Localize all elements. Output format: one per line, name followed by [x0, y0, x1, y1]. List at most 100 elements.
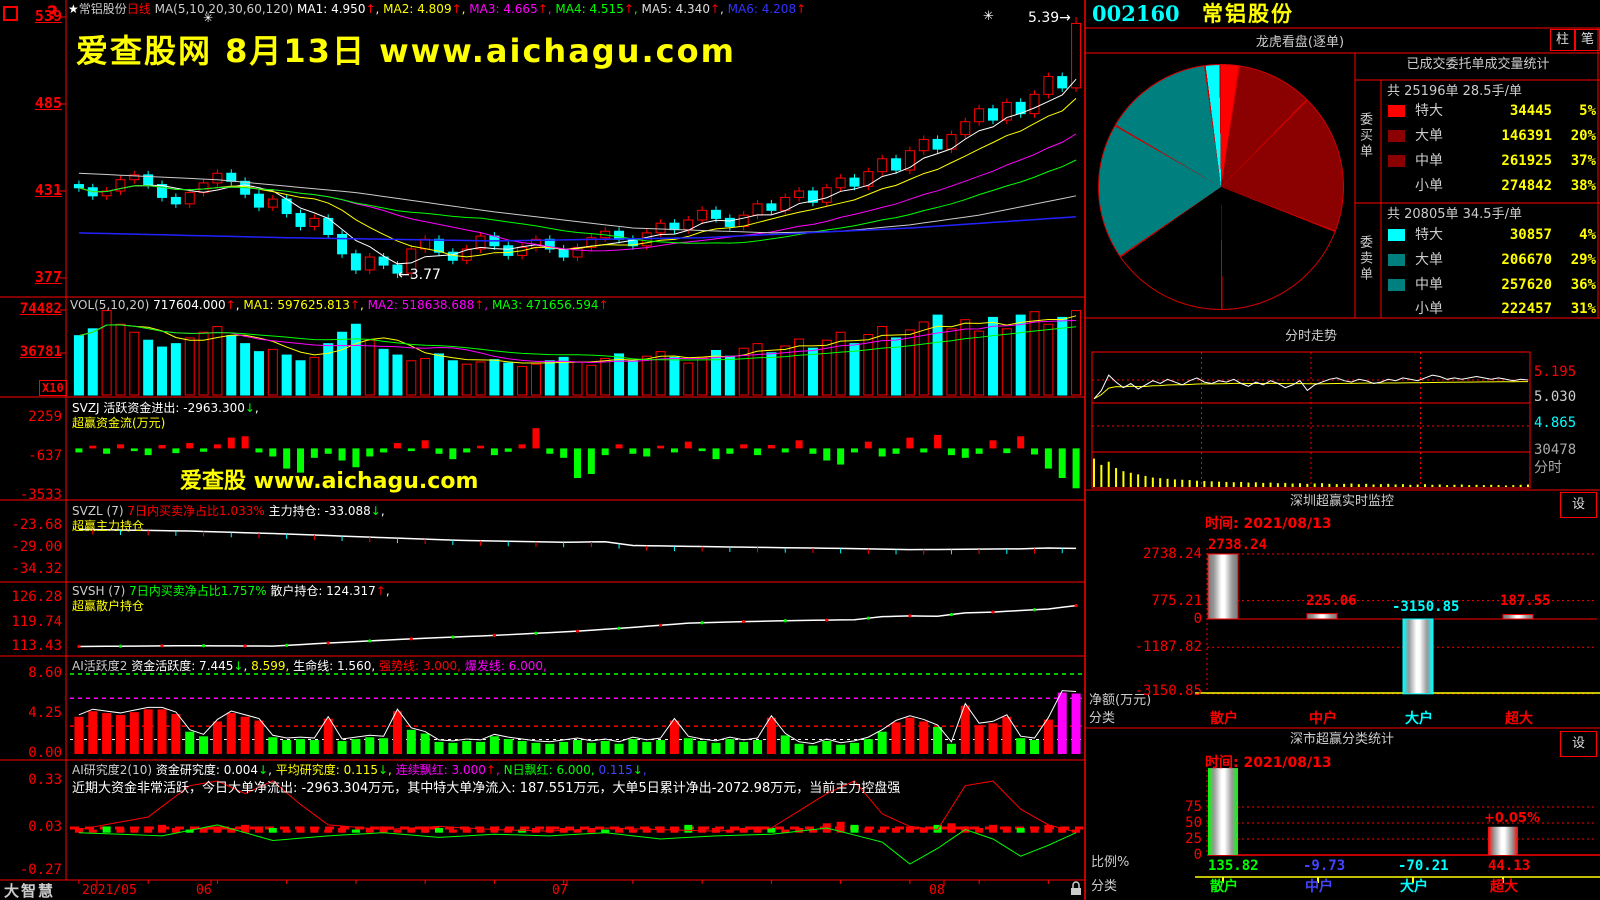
vol-segment: MA3: 471656.594	[491, 298, 599, 312]
app-corner-icon[interactable]	[3, 6, 18, 21]
ai-activity-axis-label: 4.25	[28, 705, 62, 722]
classify-extra-label: +0.05%	[1484, 811, 1540, 826]
svsh-segment: SVSH (7)	[72, 584, 130, 598]
buy-row-label: 小单	[1415, 178, 1443, 194]
kline-segment: ↑	[537, 2, 548, 16]
classify-category-label: 中户	[1305, 879, 1333, 895]
buy-side-label: 委买单	[1357, 112, 1372, 160]
classify-class-label: 分类	[1091, 879, 1118, 894]
sell-row-pct: 36%	[1570, 277, 1596, 293]
kline-segment: 常铝股份	[78, 2, 127, 16]
vol-segment: MA2: 518638.688	[367, 298, 475, 312]
event-star-icon: ✳	[983, 9, 994, 24]
kline-header: ★常铝股份日线 MA(5,10,20,30,60,120) MA1: 4.950…	[68, 3, 806, 15]
vol-segment: ,	[484, 298, 492, 312]
svzj-segment: ↓	[244, 401, 255, 415]
price-axis-label[interactable]: 485	[34, 93, 62, 112]
monitor-settings-button[interactable]: 设	[1560, 492, 1597, 518]
timeline-label: 07	[552, 883, 568, 898]
intraday-axis-label: 4.865	[1534, 415, 1577, 431]
svzj-axis-label: -637	[28, 447, 62, 464]
timeline-label: 2021/05	[82, 883, 137, 898]
ai-research-summary: 近期大资金非常活跃，今日大单净流出: -2963.304万元，其中特大单净流入:…	[72, 781, 901, 796]
price-axis-label[interactable]: 431	[34, 180, 62, 199]
kline-segment: ↑	[709, 2, 721, 16]
ai-activity-axis-label: 8.60	[28, 665, 62, 681]
vol-segment: ,	[360, 298, 368, 312]
sell-summary: 共 20805单 34.5手/单	[1387, 207, 1522, 222]
svzl-segment: SVZL (7)	[72, 504, 128, 518]
monitor-value-label: 2738.24	[1208, 537, 1268, 553]
svzl-header: SVZL (7) 7日内买卖净占比1.033% 主力持仓: -33.088↓,	[72, 505, 385, 517]
monitor-panel-title: 深圳超赢实时监控	[1289, 494, 1394, 509]
kline-segment: ↑	[451, 2, 462, 16]
buy-summary: 共 25196单 28.5手/单	[1387, 84, 1522, 99]
ai-research-segment: AI研究度2(10)	[72, 763, 156, 777]
watermark-line2: 爱查股 www.aichagu.com	[180, 469, 479, 494]
monitor-category-label: 超大	[1505, 711, 1533, 727]
ai-research-segment: ,	[388, 763, 396, 777]
ai-research-segment: ↓	[258, 763, 269, 777]
svsh-axis-label: 119.74	[11, 614, 62, 630]
svzj-segment: SVZJ 活跃资金进出: -2963.300	[72, 401, 245, 415]
bar-mode-button[interactable]: 柱	[1550, 29, 1575, 51]
ai-research-segment: ,	[642, 763, 647, 777]
buy-row-value: 261925	[1501, 153, 1552, 169]
ai-activity-segment: 爆发线: 6.000,	[464, 659, 547, 673]
kline-segment: MA2: 4.809	[383, 2, 452, 16]
svzj-axis-label: 2259	[28, 408, 62, 425]
watermark-line1: 爱查股网 8月13日 www.aichagu.com	[76, 32, 736, 70]
svzj-header: SVZJ 活跃资金进出: -2963.300↓,	[72, 402, 259, 414]
svzj-segment: ,	[254, 401, 259, 415]
vol-segment: ↑	[598, 298, 609, 312]
svsh-segment: 散户持仓: 124.317	[266, 584, 376, 598]
monitor-axis-label: 0	[1193, 611, 1202, 627]
low-price-annotation: ←3.77	[398, 267, 441, 283]
pen-mode-button[interactable]: 笔	[1575, 29, 1600, 51]
stock-code: 002160	[1092, 1, 1180, 26]
ai-activity-segment: ,	[285, 659, 294, 673]
ai-research-segment: 0.115	[598, 763, 633, 777]
kline-segment: MA4: 4.515	[555, 2, 624, 16]
ai-research-axis-label: -0.27	[19, 862, 62, 878]
price-axis-label[interactable]: 377	[34, 267, 62, 286]
timeline-label: 08	[929, 883, 945, 898]
svzl-segment: ,	[380, 504, 385, 518]
svsh-segment: 7日内买卖净占比1.757%	[129, 584, 267, 598]
buy-row-value: 274842	[1501, 178, 1552, 194]
price-axis-label[interactable]: 539	[34, 7, 62, 25]
monitor-axis-label: 775.21	[1151, 593, 1202, 609]
ai-activity-segment: 生命线: 1.560,	[293, 659, 379, 673]
ai-activity-axis-label: 0.00	[28, 745, 62, 761]
monitor-time: 时间: 2021/08/13	[1205, 516, 1332, 532]
question-mark-icon[interactable]: ?	[47, 2, 59, 24]
buy-row-value: 146391	[1501, 128, 1552, 144]
svzl-segment: 7日内买卖净占比1.033%	[127, 504, 265, 518]
volume-header: VOL(5,10,20) 717604.000↑, MA1: 597625.81…	[70, 299, 609, 311]
ai-research-segment: ↑	[485, 763, 496, 777]
kline-segment: ,	[547, 2, 556, 16]
classify-settings-button[interactable]: 设	[1560, 731, 1597, 757]
sell-row-pct: 31%	[1570, 301, 1596, 317]
kline-segment: ★	[68, 2, 79, 16]
order-volume-pie-chart	[1098, 64, 1344, 310]
volume-axis-label[interactable]: 74482	[19, 301, 62, 317]
ai-activity-header: AI活跃度2 资金活跃度: 7.445↓, 8.599, 生命线: 1.560,…	[72, 660, 547, 672]
classify-panel-title: 深市超赢分类统计	[1289, 732, 1394, 747]
svzj-header2: 超赢资金流(万元)	[72, 416, 166, 430]
sell-row-value: 257620	[1501, 277, 1552, 293]
event-star-icon: ✳	[203, 11, 214, 25]
svzl-segment: ↓	[370, 504, 381, 518]
classify-axis-label: 25	[1185, 831, 1202, 847]
volume-axis-label[interactable]: 36781	[19, 344, 62, 361]
svzl-axis-label: -34.32	[11, 560, 62, 577]
classify-axis-label: 0	[1193, 847, 1202, 863]
monitor-axis-label: 2738.24	[1142, 546, 1202, 562]
buy-row-value: 34445	[1509, 103, 1552, 119]
monitor-category-label: 大户	[1405, 711, 1433, 727]
sell-row-swatch	[1388, 254, 1405, 266]
ai-activity-segment: 强势线: 3.000,	[378, 659, 465, 673]
monitor-value-label: -3150.85	[1392, 599, 1460, 615]
sell-row-label: 小单	[1415, 301, 1443, 317]
